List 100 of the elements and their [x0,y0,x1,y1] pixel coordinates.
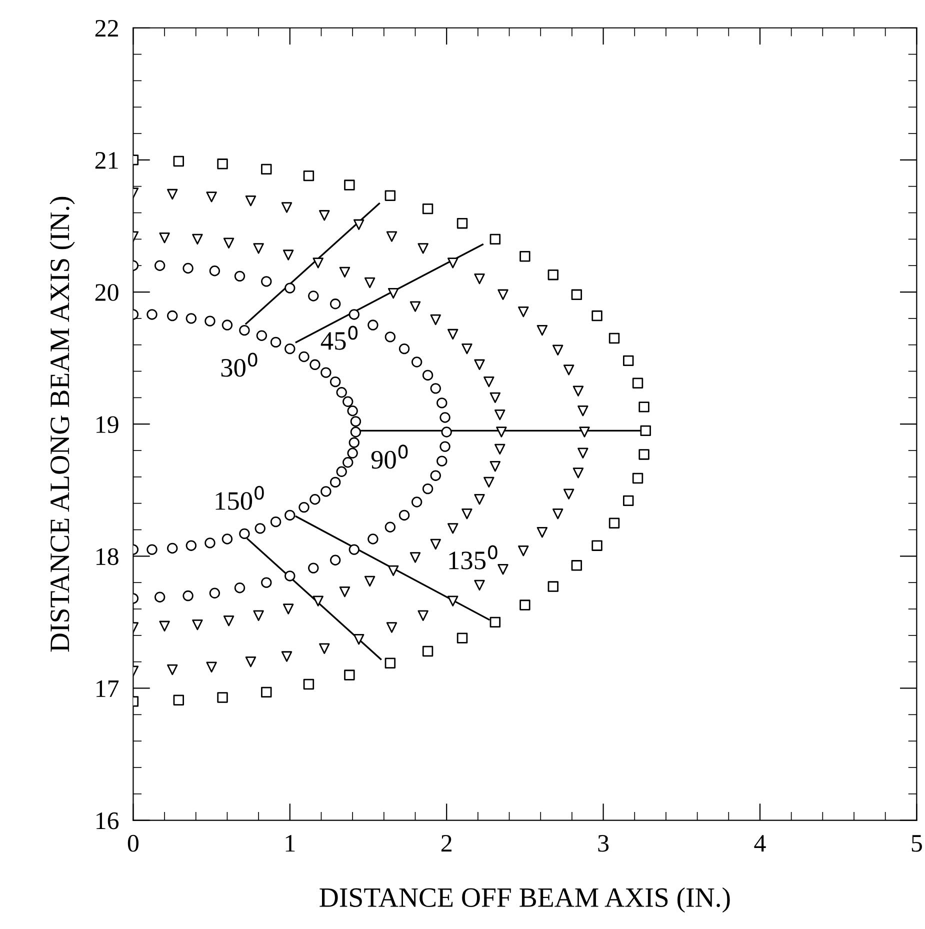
point [350,416,362,427]
point [206,662,217,672]
point [182,262,194,274]
point [364,576,376,587]
point [348,544,360,555]
point [368,320,378,330]
point [347,448,358,458]
point [308,562,319,574]
point [281,651,292,662]
point [498,564,508,575]
point [474,494,485,505]
point [436,456,448,466]
y-tick-label: 16 [96,812,119,830]
point [310,359,320,370]
point [384,658,396,668]
point [623,495,634,506]
point [498,289,508,300]
point [320,367,332,378]
point [319,210,330,221]
y-axis-title: DISTANCE ALONG BEAM AXIS (IN.) [50,196,75,652]
annotation: 30$^{0}$ [221,352,258,377]
point [282,250,294,260]
point [474,273,485,284]
annotation: 150$^{0}$ [216,486,264,510]
point [204,316,216,326]
point [548,581,558,592]
point [441,426,452,438]
annotation: 90$^{0}$ [371,444,408,469]
point [281,202,292,213]
point [284,570,296,582]
point [173,694,184,706]
point [261,686,272,698]
point [217,692,228,703]
point [456,218,468,229]
point [146,544,158,555]
point [223,616,234,626]
point [239,528,250,540]
point [303,170,314,182]
point [490,616,501,628]
point [448,596,458,606]
point [344,180,355,190]
point [418,243,428,254]
y-tick-label: 21 [95,152,118,169]
point [348,309,360,320]
point [234,582,246,594]
point [222,320,233,330]
point [398,343,410,354]
point [312,258,324,268]
annotation: 45$^{0}$ [320,326,358,350]
point [579,426,590,438]
point [386,622,398,633]
point [256,330,268,341]
point [386,231,398,242]
point [571,560,582,571]
point [430,314,441,326]
point [608,518,620,528]
point [344,670,355,680]
x-axis-title: DISTANCE OFF BEAM AXIS (IN.) [320,887,730,913]
point [253,243,264,254]
point [422,370,434,381]
annotation: 135$^{0}$ [449,545,498,570]
point [186,540,197,551]
point [520,251,530,262]
point [282,604,294,614]
point [182,590,194,602]
point [640,425,651,436]
point [330,554,341,566]
point [440,412,450,423]
point [167,542,178,554]
point [518,306,529,318]
point [146,309,158,320]
point [245,196,256,206]
point [308,290,319,302]
point [448,328,458,340]
point [563,488,574,500]
point [623,355,634,366]
point [154,260,166,271]
point [159,232,170,244]
point [536,324,548,336]
point [319,643,330,654]
point [298,502,310,513]
point [330,476,341,488]
point [456,632,468,644]
point [436,398,448,408]
point [253,610,264,621]
point [261,276,272,287]
point [638,402,650,412]
point [298,351,310,362]
point [388,288,399,299]
y-tick-label: 22 [95,20,118,37]
point [552,344,564,356]
y-tick-label: 20 [95,284,118,301]
x-tick-label: 3 [598,834,609,852]
point [398,510,410,521]
point [330,298,341,310]
point [209,588,220,598]
point [384,522,396,532]
point [462,508,472,520]
x-tick-label: 4 [754,835,766,852]
point [571,289,582,300]
